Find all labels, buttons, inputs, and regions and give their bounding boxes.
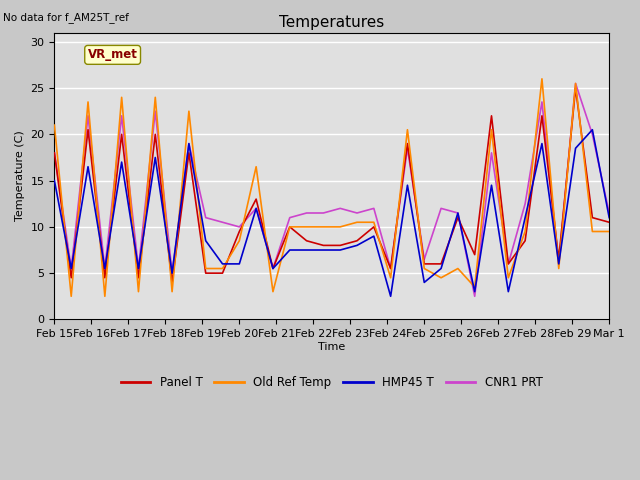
Title: Temperatures: Temperatures: [279, 15, 385, 30]
Text: No data for f_AM25T_ref: No data for f_AM25T_ref: [3, 12, 129, 23]
Legend: Panel T, Old Ref Temp, HMP45 T, CNR1 PRT: Panel T, Old Ref Temp, HMP45 T, CNR1 PRT: [116, 372, 547, 394]
X-axis label: Time: Time: [318, 342, 346, 352]
Y-axis label: Temperature (C): Temperature (C): [15, 131, 25, 221]
Text: VR_met: VR_met: [88, 48, 138, 61]
